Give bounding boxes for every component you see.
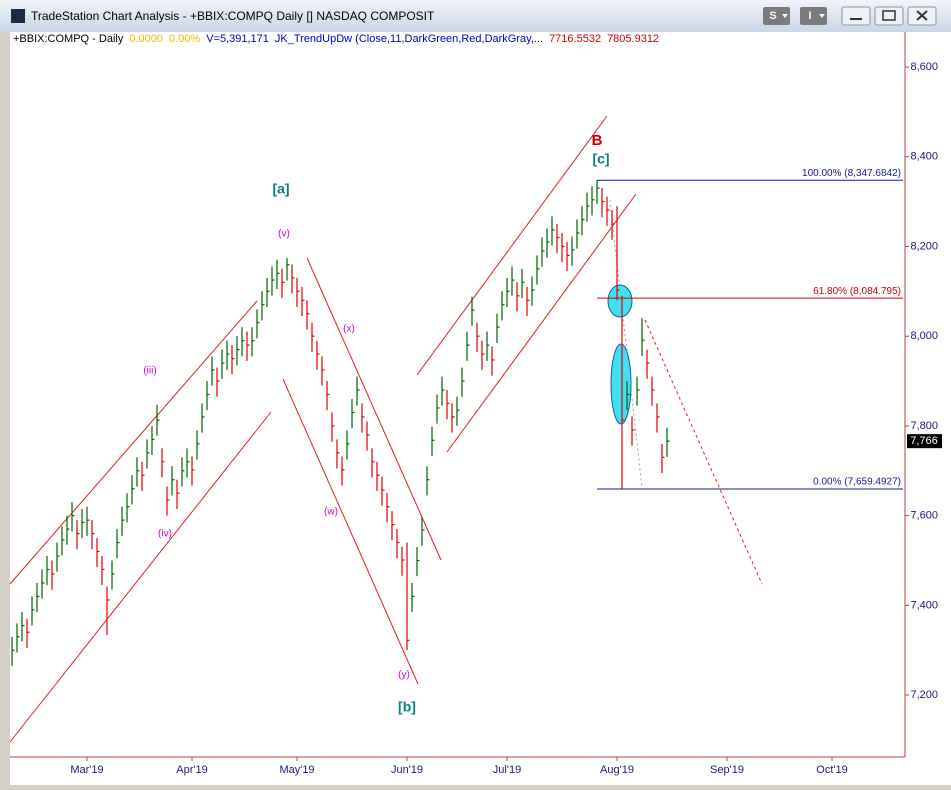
fib-level-label: 100.00% (8,347.6842) (802, 168, 901, 179)
wave-label: (iv) (158, 529, 172, 540)
chart-area (0, 32, 951, 785)
y-tick-label: 8,600 (910, 61, 938, 73)
header-item: JK_TrendUpDw (Close,11,DarkGreen,Red,Dar… (275, 33, 543, 45)
s-button-label: S (769, 10, 776, 22)
projection-line (644, 319, 763, 585)
minimize-button[interactable] (841, 6, 871, 26)
x-tick-label: Jul'19 (493, 764, 521, 776)
title-bar (0, 0, 951, 32)
x-tick-label: Aug'19 (600, 764, 634, 776)
wave-label: B (592, 132, 603, 149)
fib-level-label: 61.80% (8,084.795) (813, 286, 901, 297)
x-tick-label: Apr'19 (176, 764, 207, 776)
gray-dotted-line (609, 199, 643, 489)
wave-label: (y) (398, 670, 410, 681)
y-tick-label: 8,400 (910, 151, 938, 163)
i-button[interactable] (800, 7, 827, 25)
x-tick-label: May'19 (279, 764, 314, 776)
y-tick-label: 8,200 (910, 240, 938, 252)
s-button[interactable] (763, 7, 790, 25)
y-tick-label: 7,600 (910, 510, 938, 522)
y-tick-label: 7,400 (910, 599, 938, 611)
header-item: V=5,391,171 (206, 33, 269, 45)
y-tick-label: 7,800 (910, 420, 938, 432)
y-tick-label: 8,000 (910, 330, 938, 342)
header-item: 0.0000 (129, 33, 163, 45)
i-button-label: I (808, 10, 811, 22)
last-price-label: 7,766 (910, 435, 938, 447)
channel-lines (9, 115, 637, 743)
wave-label: (iii) (143, 366, 156, 377)
y-tick-label: 7,200 (910, 689, 938, 701)
wave-label: [b] (398, 699, 416, 715)
header-item: +BBIX:COMPQ - Daily (13, 33, 124, 45)
target-zone (607, 284, 633, 318)
window-title: TradeStation Chart Analysis - +BBIX:COMP… (31, 9, 435, 23)
target-zone (610, 343, 632, 425)
wave-label: [c] (592, 151, 609, 167)
last-price-box (907, 434, 942, 449)
wave-label: (x) (343, 324, 355, 335)
header-item: 7805.9312 (607, 33, 659, 45)
app-icon (11, 9, 25, 23)
fib-level-label: 0.00% (7,659.4927) (813, 477, 901, 488)
x-tick-label: Sep'19 (710, 764, 744, 776)
x-tick-label: Jun'19 (391, 764, 423, 776)
wave-label: [a] (272, 181, 289, 197)
x-tick-label: Oct'19 (816, 764, 847, 776)
header-item: 7716.5532 (549, 33, 601, 45)
wave-label: (v) (278, 229, 290, 240)
maximize-button[interactable] (874, 6, 904, 26)
header-item: 0.00% (169, 33, 200, 45)
wave-label: (w) (324, 507, 338, 518)
x-tick-label: Mar'19 (70, 764, 103, 776)
